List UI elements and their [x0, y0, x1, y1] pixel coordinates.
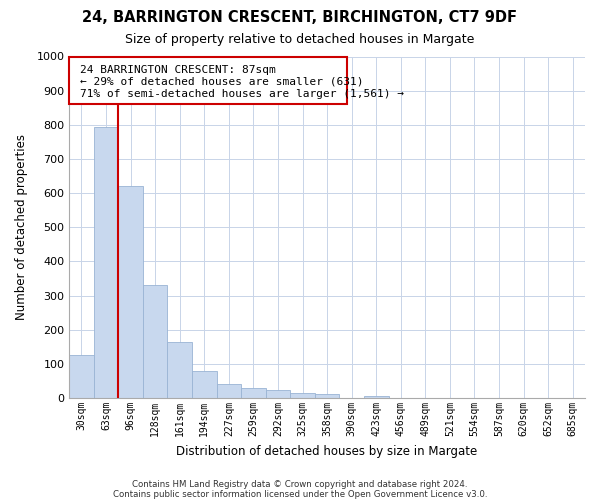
Bar: [192, 371, 217, 398]
X-axis label: Distribution of detached houses by size in Margate: Distribution of detached houses by size …: [176, 444, 478, 458]
Text: 24, BARRINGTON CRESCENT, BIRCHINGTON, CT7 9DF: 24, BARRINGTON CRESCENT, BIRCHINGTON, CT…: [83, 10, 517, 25]
Bar: [118, 186, 143, 398]
Text: Contains public sector information licensed under the Open Government Licence v3: Contains public sector information licen…: [113, 490, 487, 499]
Bar: [69, 56, 347, 104]
Bar: [69, 356, 94, 398]
Text: 24 BARRINGTON CRESCENT: 87sqm: 24 BARRINGTON CRESCENT: 87sqm: [80, 65, 275, 75]
Bar: [143, 286, 167, 398]
Bar: [266, 390, 290, 398]
Bar: [364, 396, 389, 398]
Text: Contains HM Land Registry data © Crown copyright and database right 2024.: Contains HM Land Registry data © Crown c…: [132, 480, 468, 489]
Bar: [94, 126, 118, 398]
Bar: [315, 394, 340, 398]
Y-axis label: Number of detached properties: Number of detached properties: [15, 134, 28, 320]
Text: 71% of semi-detached houses are larger (1,561) →: 71% of semi-detached houses are larger (…: [80, 89, 404, 99]
Bar: [290, 393, 315, 398]
Bar: [241, 388, 266, 398]
Bar: [217, 384, 241, 398]
Text: ← 29% of detached houses are smaller (631): ← 29% of detached houses are smaller (63…: [80, 77, 363, 87]
Bar: [167, 342, 192, 398]
Text: Size of property relative to detached houses in Margate: Size of property relative to detached ho…: [125, 32, 475, 46]
